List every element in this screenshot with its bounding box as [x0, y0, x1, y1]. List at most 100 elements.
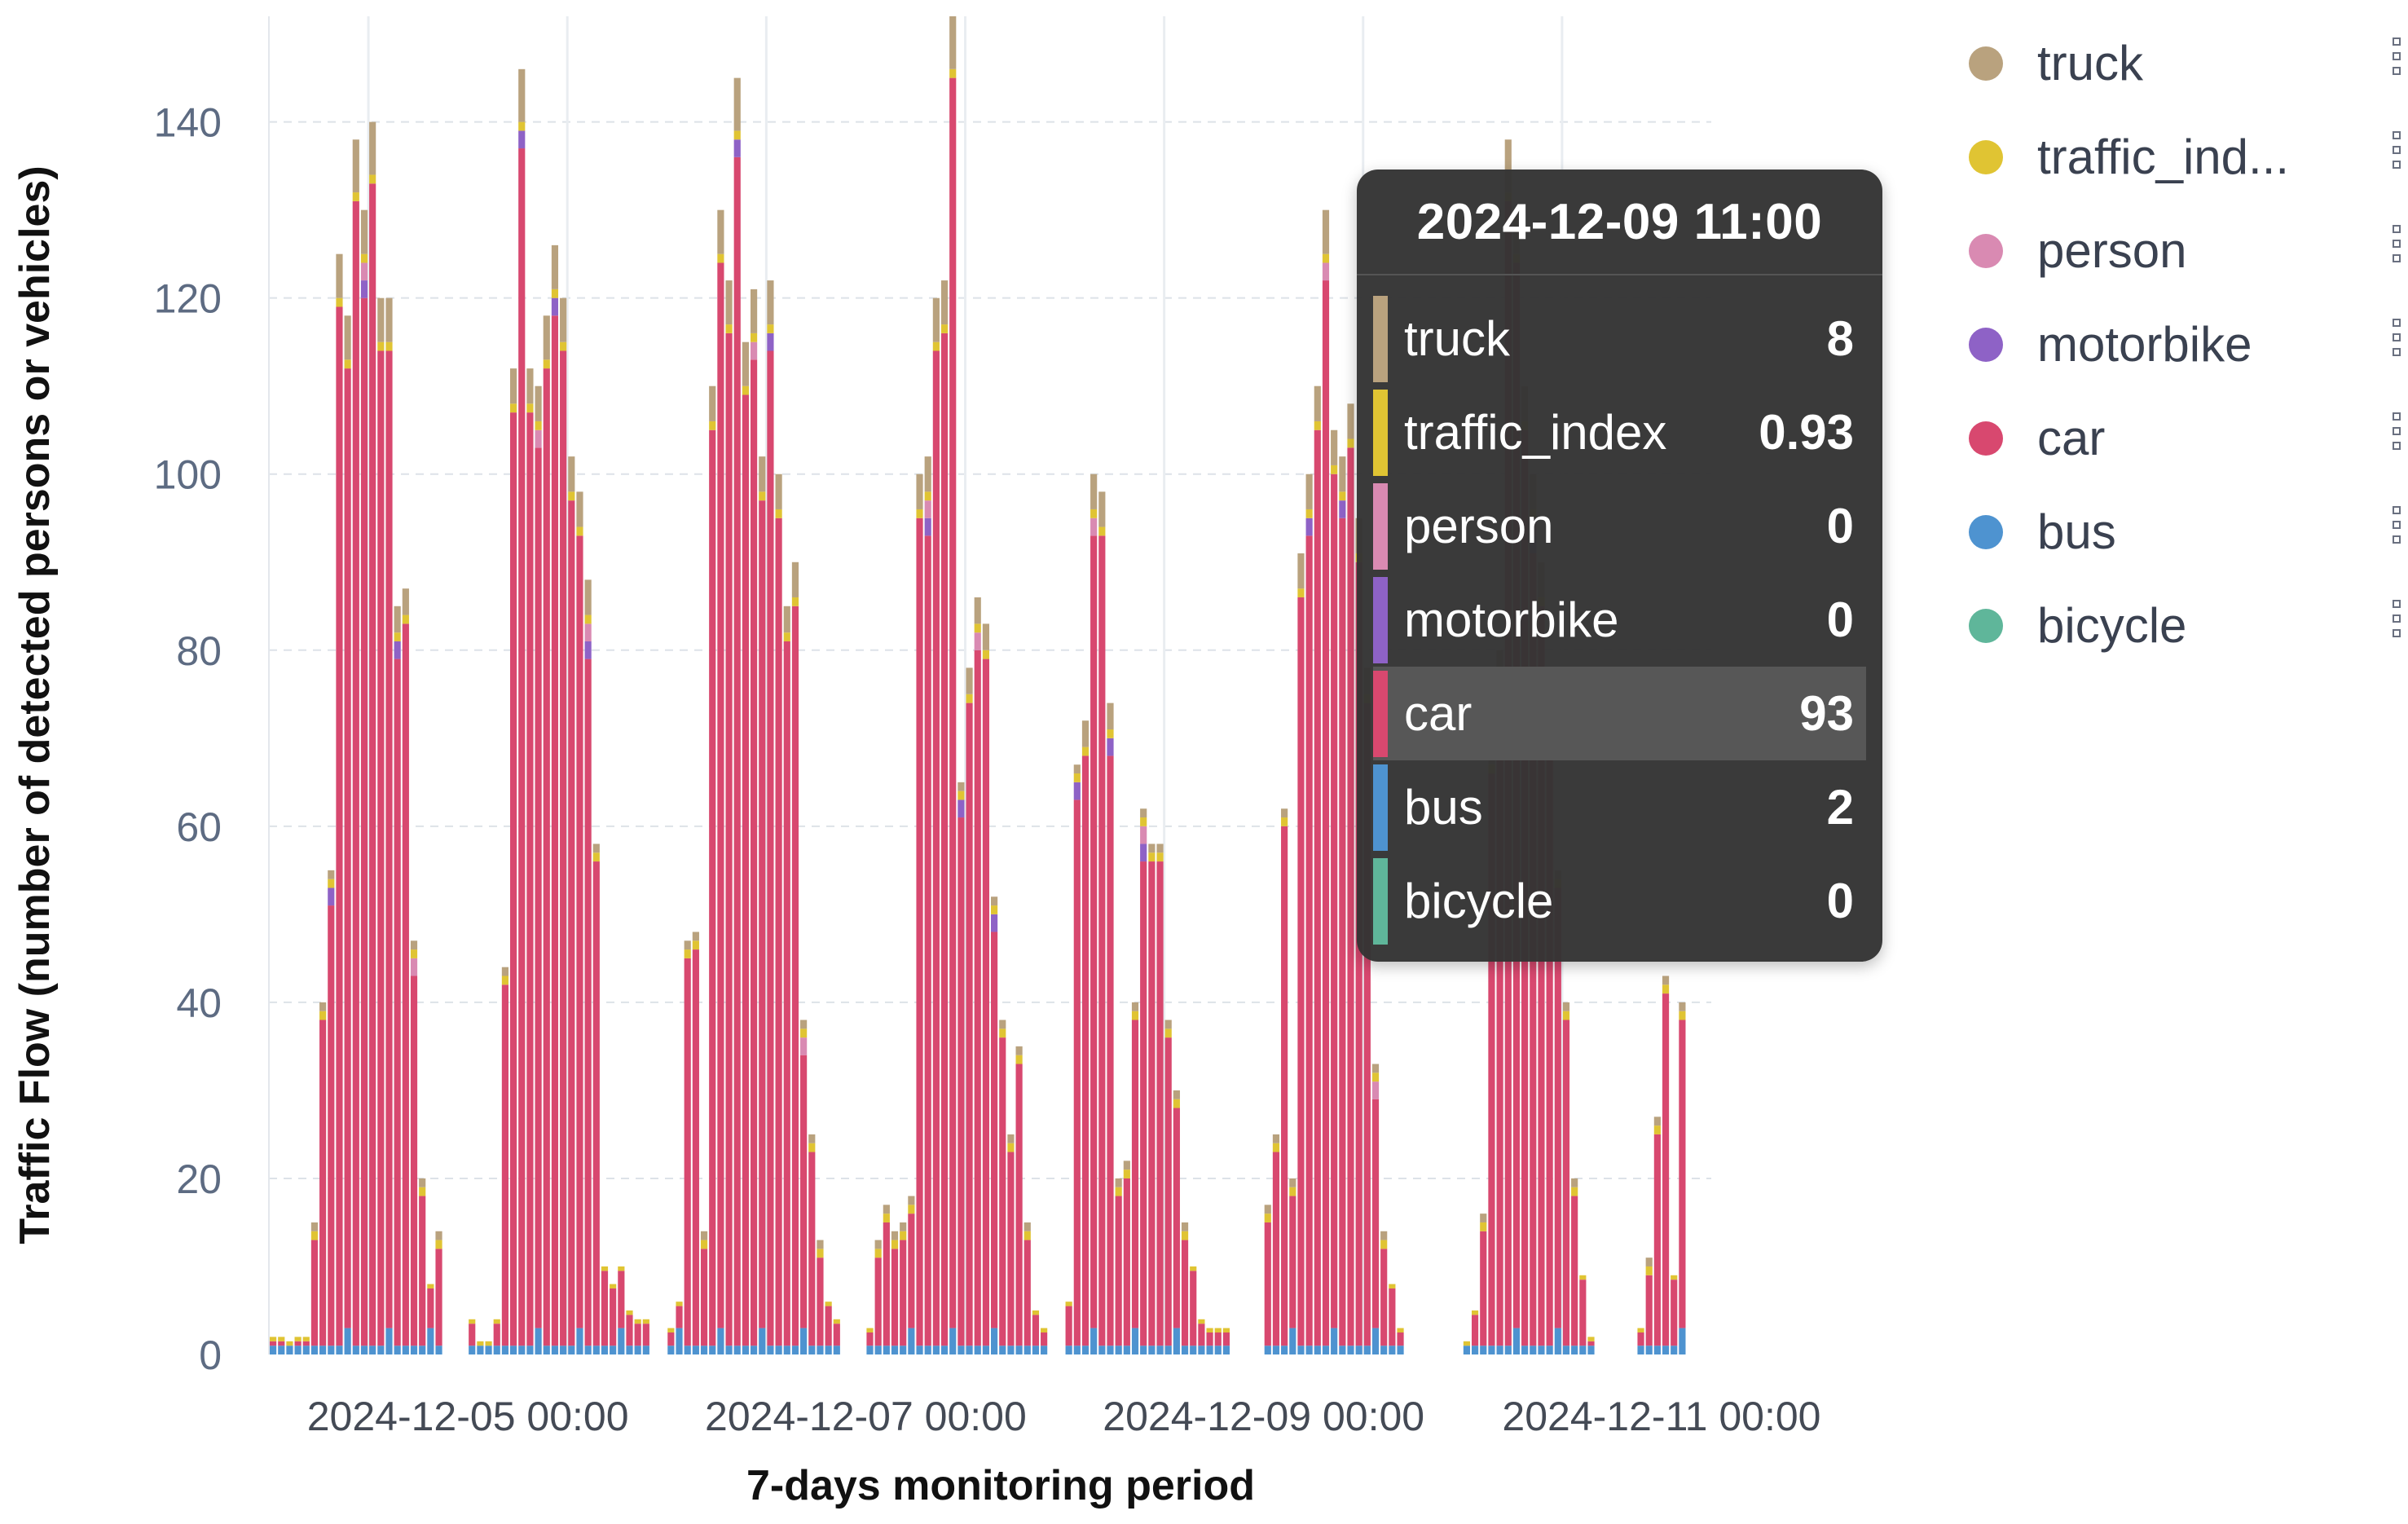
bar[interactable] — [344, 315, 351, 1354]
bar[interactable] — [493, 1319, 500, 1354]
bar[interactable] — [1281, 808, 1288, 1354]
bar[interactable] — [1032, 1310, 1040, 1354]
bar[interactable] — [742, 341, 749, 1354]
bar[interactable] — [1472, 1310, 1479, 1354]
bar[interactable] — [394, 606, 401, 1354]
bar[interactable] — [974, 597, 981, 1354]
bar[interactable] — [427, 1284, 434, 1354]
bar[interactable] — [642, 1319, 649, 1354]
bar[interactable] — [825, 1302, 832, 1354]
bar[interactable] — [518, 68, 526, 1354]
bar[interactable] — [1371, 1064, 1380, 1354]
bar[interactable] — [319, 1002, 327, 1354]
bar[interactable] — [1389, 1284, 1396, 1354]
bar[interactable] — [999, 1020, 1006, 1355]
bar[interactable] — [676, 1302, 683, 1354]
bar[interactable] — [1463, 1341, 1470, 1354]
bar[interactable] — [634, 1319, 641, 1354]
bar[interactable] — [1107, 703, 1114, 1354]
bar[interactable] — [294, 1337, 302, 1354]
bar[interactable] — [1206, 1328, 1213, 1354]
bar[interactable] — [402, 588, 409, 1354]
bar[interactable] — [1098, 491, 1106, 1354]
bar[interactable] — [526, 368, 534, 1354]
bar[interactable] — [1041, 1328, 1048, 1354]
bar[interactable] — [1272, 1134, 1280, 1354]
bar[interactable] — [1007, 1134, 1015, 1354]
bar[interactable] — [501, 967, 508, 1354]
bar[interactable] — [1264, 1205, 1271, 1354]
bar[interactable] — [833, 1319, 840, 1354]
bar[interactable] — [1579, 1275, 1587, 1354]
bar[interactable] — [1679, 1002, 1686, 1354]
bar[interactable] — [310, 1222, 319, 1354]
bar[interactable] — [1480, 1213, 1487, 1354]
bar[interactable] — [1181, 1222, 1189, 1354]
bar[interactable] — [1090, 473, 1098, 1354]
bar[interactable] — [328, 870, 335, 1354]
bar[interactable] — [783, 606, 790, 1354]
bar[interactable] — [1339, 456, 1346, 1354]
bar[interactable] — [1065, 1302, 1072, 1354]
bar[interactable] — [485, 1341, 492, 1354]
drag-handle-icon[interactable] — [2393, 37, 2404, 75]
bar[interactable] — [1222, 1328, 1230, 1354]
bar[interactable] — [286, 1341, 293, 1354]
bar[interactable] — [908, 1196, 915, 1354]
bar[interactable] — [560, 297, 567, 1354]
bar[interactable] — [1015, 1046, 1023, 1354]
bar[interactable] — [932, 297, 940, 1354]
bar[interactable] — [1190, 1266, 1197, 1354]
bar[interactable] — [535, 385, 542, 1354]
bar[interactable] — [883, 1205, 890, 1354]
bar[interactable] — [1380, 1231, 1388, 1354]
bar[interactable] — [791, 562, 799, 1354]
bar[interactable] — [1397, 1328, 1404, 1354]
bar[interactable] — [1131, 1002, 1139, 1354]
bar[interactable] — [336, 253, 343, 1354]
bar[interactable] — [775, 473, 782, 1354]
bar[interactable] — [377, 297, 385, 1354]
bar[interactable] — [410, 940, 418, 1354]
bar[interactable] — [1671, 1275, 1678, 1354]
bar[interactable] — [767, 280, 774, 1354]
bar[interactable] — [1305, 473, 1313, 1354]
bar[interactable] — [610, 1284, 617, 1354]
bar[interactable] — [568, 456, 575, 1354]
drag-handle-icon[interactable] — [2393, 131, 2404, 169]
bar[interactable] — [618, 1266, 625, 1354]
bar[interactable] — [1662, 976, 1670, 1354]
bar[interactable] — [576, 491, 583, 1354]
bar[interactable] — [551, 244, 559, 1354]
bar[interactable] — [1164, 1020, 1172, 1355]
bar[interactable] — [991, 896, 998, 1354]
bar[interactable] — [891, 1231, 899, 1354]
bar[interactable] — [510, 368, 517, 1354]
bar[interactable] — [1297, 553, 1305, 1354]
legend-item-motorbike[interactable]: motorbike — [1964, 297, 2404, 391]
legend-item-bus[interactable]: bus — [1964, 485, 2404, 579]
bar[interactable] — [684, 940, 691, 1354]
bar[interactable] — [808, 1134, 816, 1354]
bar[interactable] — [966, 667, 973, 1354]
bar[interactable] — [1347, 403, 1354, 1354]
bar[interactable] — [1289, 1178, 1296, 1354]
bar[interactable] — [1214, 1328, 1222, 1354]
bar[interactable] — [800, 1020, 808, 1355]
bar[interactable] — [1148, 843, 1156, 1354]
bar[interactable] — [435, 1231, 442, 1354]
bar[interactable] — [866, 1328, 874, 1354]
bar[interactable] — [1314, 385, 1321, 1354]
bar[interactable] — [667, 1328, 675, 1354]
bar[interactable] — [419, 1178, 426, 1354]
bar[interactable] — [957, 782, 965, 1354]
drag-handle-icon[interactable] — [2393, 600, 2404, 637]
legend-item-car[interactable]: car — [1964, 391, 2404, 485]
bar[interactable] — [924, 456, 931, 1354]
bar[interactable] — [352, 139, 359, 1354]
bar[interactable] — [1198, 1319, 1205, 1354]
bar[interactable] — [270, 1337, 277, 1354]
bar[interactable] — [626, 1310, 633, 1354]
bar[interactable] — [1081, 720, 1090, 1354]
bar[interactable] — [592, 843, 600, 1354]
